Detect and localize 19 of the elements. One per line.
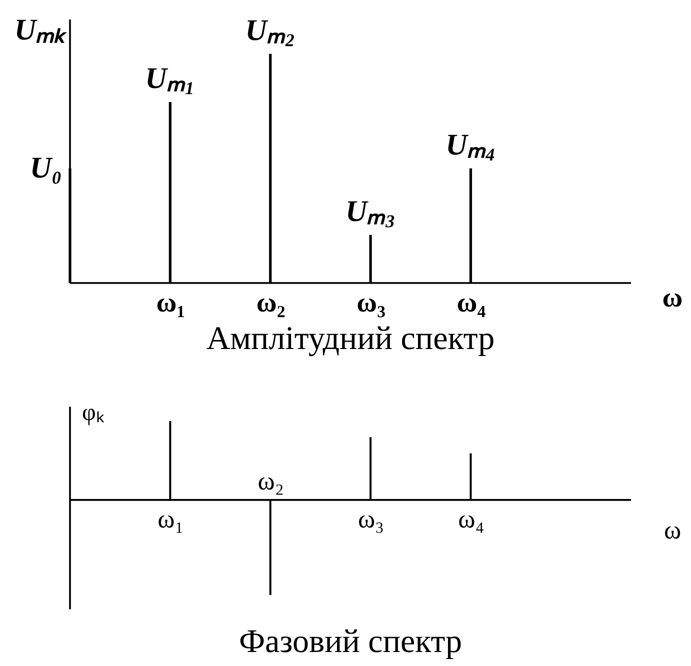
x-tick-label: ω₄	[458, 504, 484, 534]
y-axis-title: Uₘₖ	[14, 13, 68, 46]
x-tick-label: ω₂	[258, 466, 284, 496]
annotation: Uₘ₄	[446, 128, 496, 162]
annotation: U₀	[30, 151, 62, 184]
x-tick-label: ω₄	[456, 288, 486, 318]
text: Фазовий спектр	[238, 624, 462, 660]
x-tick-label: ω₃	[356, 288, 386, 318]
x-axis-title: ω	[664, 515, 682, 544]
x-tick-label: ω₁	[158, 504, 184, 534]
annotation: Uₘ₃	[345, 194, 396, 228]
text: Uₘ₂	[245, 14, 296, 47]
y-axis-title: φₖ	[82, 400, 105, 426]
annotation: Uₘ₁	[145, 62, 196, 95]
x-axis-title: ω	[662, 282, 683, 314]
x-tick-label: ω₂	[256, 288, 286, 318]
text: Амплітудний спектр	[206, 321, 495, 357]
x-tick-label: ω₃	[358, 504, 384, 534]
x-tick-label: ω₁	[156, 288, 186, 318]
